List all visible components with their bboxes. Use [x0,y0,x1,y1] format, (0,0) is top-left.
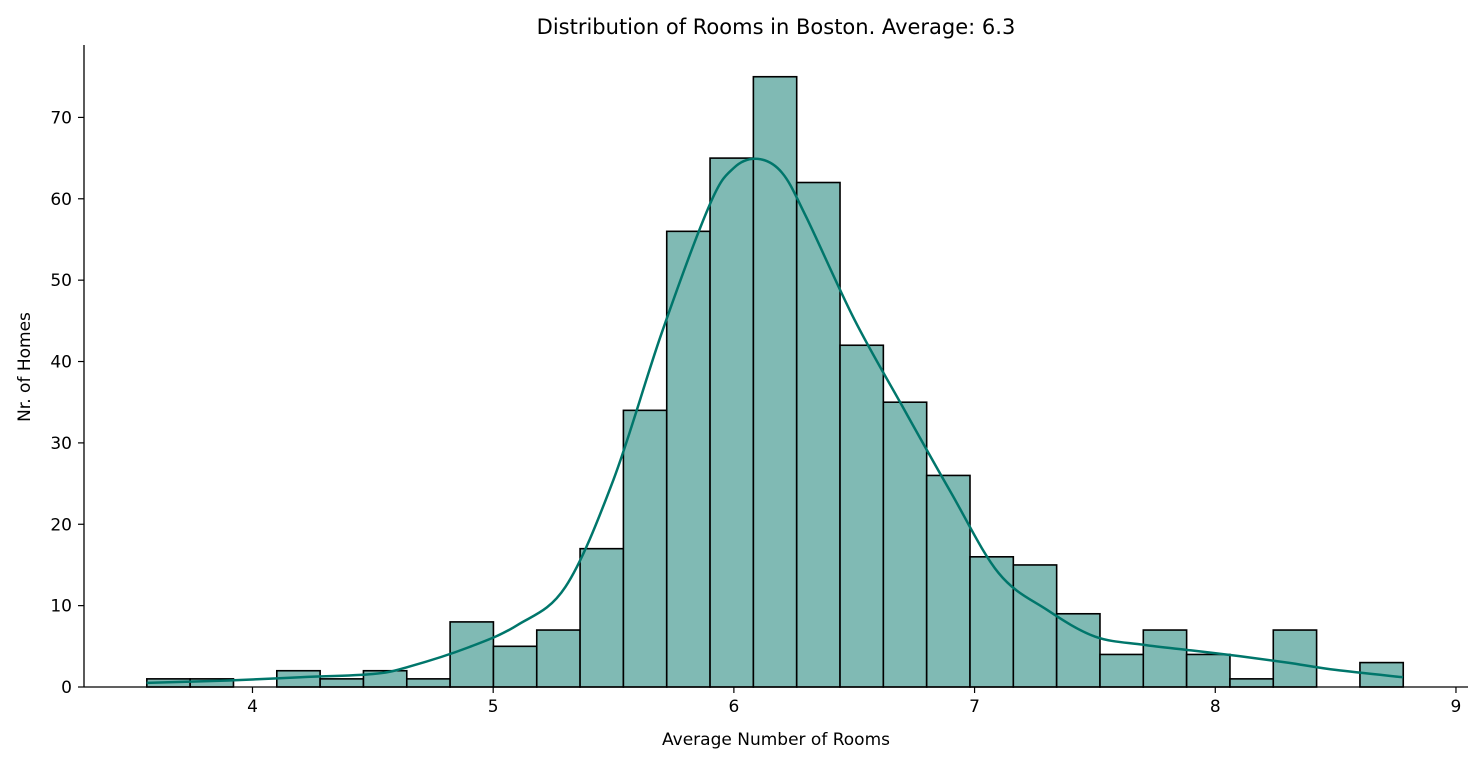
kde-line [146,157,1404,685]
histogram-bar [969,556,1015,688]
histogram-bar [1229,678,1275,688]
histogram-bar [795,181,841,688]
histogram-bar [535,629,581,688]
axes-group [83,45,1468,688]
histogram-bar [925,474,971,688]
histogram-bar [1142,629,1188,688]
histogram-bar [1099,653,1145,688]
y-ticks-group: 0 10 20 30 40 50 60 70 [50,108,84,698]
histogram-bar [492,645,538,688]
x-tick-label: 4 [247,697,258,717]
histogram-bar [1272,629,1318,688]
histogram-bar [882,401,928,688]
histogram-bar [1012,564,1058,688]
y-tick-label: 20 [50,515,72,535]
y-tick-label: 50 [50,271,72,291]
histogram-bar [579,547,625,688]
x-axis-label: Average Number of Rooms [662,730,890,750]
histogram-bar [449,621,495,688]
y-tick-label: 0 [61,678,72,698]
y-tick-label: 30 [50,434,72,454]
chart-title: Distribution of Rooms in Boston. Average… [537,15,1016,39]
histogram-bar [1185,653,1231,688]
histogram-bar [752,75,798,688]
x-tick-label: 6 [728,697,739,717]
y-axis-label: Nr. of Homes [15,312,35,422]
x-tick-label: 8 [1210,697,1221,717]
y-tick-label: 60 [50,190,72,210]
histogram-bar [1055,612,1101,688]
x-ticks-group: 4 5 6 7 8 9 [247,687,1461,717]
bars-group [146,75,1405,688]
histogram-bar [319,678,365,688]
histogram-bar [622,409,668,688]
x-tick-label: 9 [1451,697,1462,717]
y-tick-label: 70 [50,108,72,128]
y-tick-label: 40 [50,353,72,373]
x-tick-label: 7 [969,697,980,717]
x-tick-label: 5 [488,697,499,717]
histogram-bar [405,678,451,688]
histogram-bar [709,157,755,688]
histogram-bar [839,344,885,688]
y-tick-label: 10 [50,597,72,617]
